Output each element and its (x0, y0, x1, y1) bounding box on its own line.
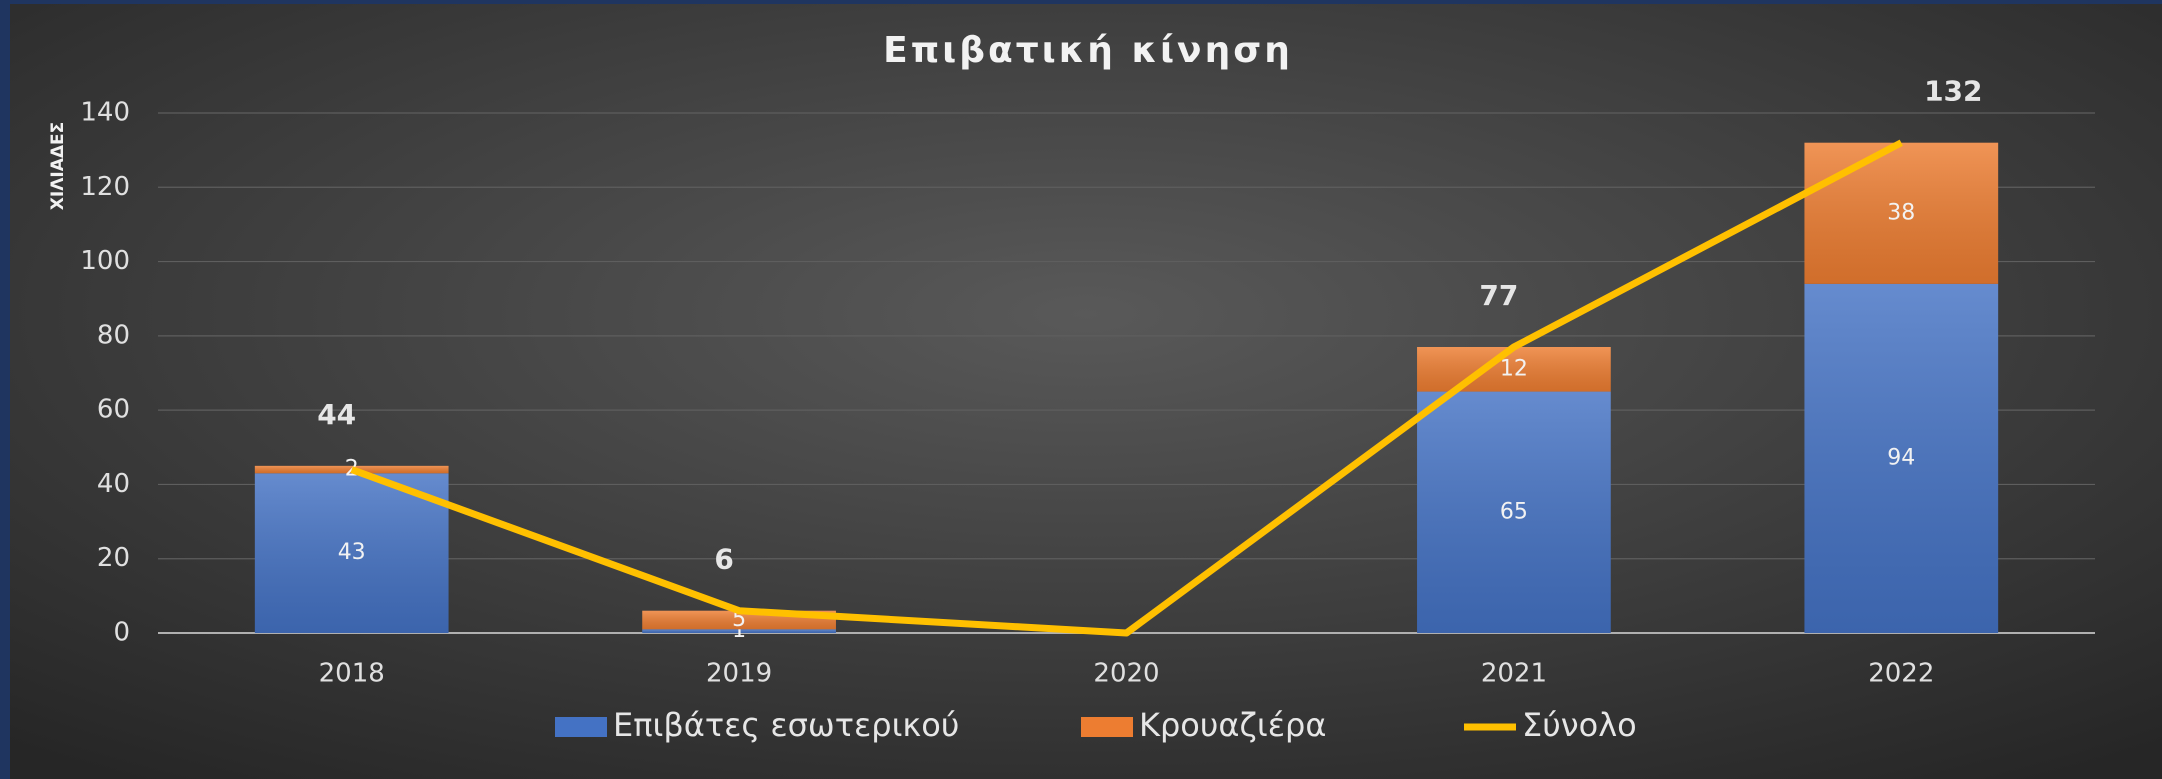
total-value-label: 132 (1924, 75, 1982, 108)
y-tick-label: 0 (113, 618, 130, 648)
y-tick-label: 100 (80, 246, 130, 276)
y-tick-label: 120 (80, 172, 130, 202)
total-value-label: 77 (1479, 279, 1518, 312)
bar-value-label: 43 (338, 540, 366, 565)
y-tick-label: 40 (97, 469, 130, 499)
bar-shade (1804, 142, 1999, 284)
bar-value-label: 94 (1887, 445, 1915, 470)
y-tick-label: 20 (97, 543, 130, 573)
bar-shade (1804, 283, 1999, 633)
legend-label: Επιβάτες εσωτερικού (613, 706, 959, 744)
legend-swatch (555, 717, 607, 737)
bar-shade (254, 465, 449, 474)
bar-shade (642, 629, 836, 633)
bar-shade (1417, 347, 1611, 392)
x-tick-label: 2019 (706, 659, 772, 689)
legend-label: Κρουαζιέρα (1139, 706, 1326, 744)
x-tick-label: 2020 (1093, 659, 1159, 689)
chart-background (10, 4, 2162, 779)
legend-swatch (1081, 717, 1133, 737)
y-tick-label: 140 (80, 98, 130, 128)
bar-shade (1417, 391, 1611, 633)
total-value-label: 6 (714, 543, 733, 576)
total-line (350, 139, 1903, 637)
legend-label: Σύνολο (1522, 706, 1637, 744)
bar-value-label: 2 (345, 457, 359, 482)
total-value-label: 44 (317, 398, 356, 431)
x-tick-label: 2018 (319, 659, 385, 689)
bar-value-label: 12 (1500, 356, 1528, 381)
y-tick-label: 60 (97, 395, 130, 425)
bar-value-label: 38 (1887, 200, 1915, 225)
x-tick-label: 2021 (1481, 659, 1547, 689)
y-tick-label: 80 (97, 320, 130, 350)
y-axis-label: ΧΙΛΙΑΔΕΣ (48, 122, 68, 210)
x-tick-label: 2022 (1868, 659, 1934, 689)
chart-title: Επιβατική κίνηση (883, 30, 1293, 71)
bar-value-label: 65 (1500, 499, 1528, 524)
bar-shade (254, 473, 449, 633)
